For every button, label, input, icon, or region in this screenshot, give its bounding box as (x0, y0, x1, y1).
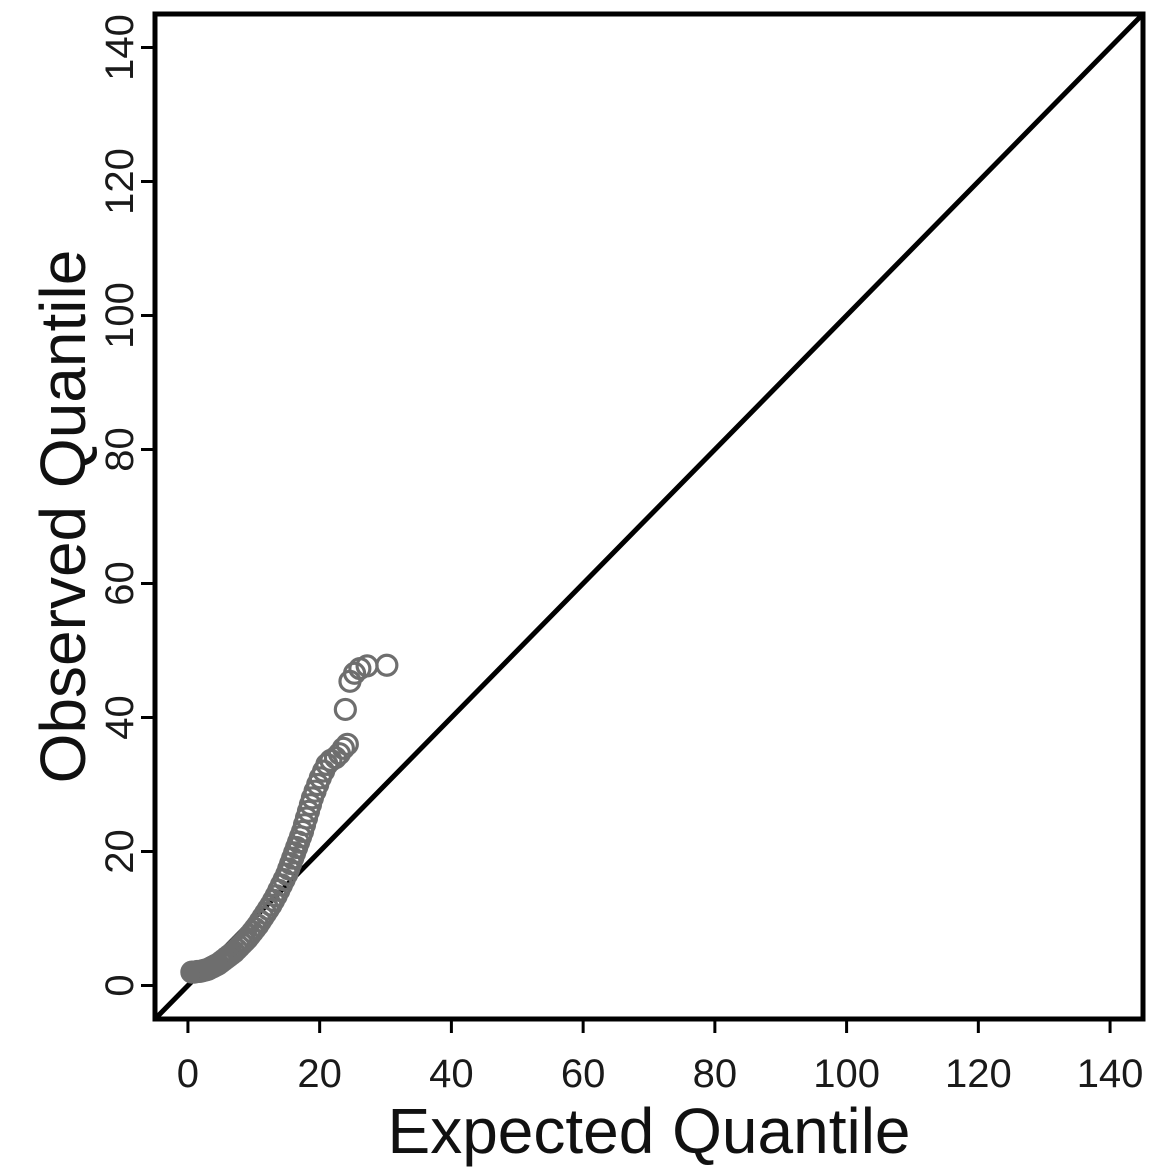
y-tick-label: 140 (98, 14, 142, 81)
x-tick-label: 40 (429, 1052, 474, 1096)
x-tick-label: 120 (945, 1052, 1012, 1096)
y-tick-label: 40 (98, 695, 142, 740)
data-point (333, 697, 357, 722)
points-layer (180, 653, 399, 984)
data-point (331, 736, 355, 760)
y-tick-label: 80 (98, 427, 142, 472)
y-tick-label: 20 (98, 829, 142, 874)
x-axis-title: Expected Quantile (388, 1095, 911, 1167)
data-point (375, 653, 399, 677)
data-point (342, 661, 367, 685)
x-tick-label: 80 (693, 1052, 738, 1096)
y-axis-title: Observed Quantile (27, 250, 99, 784)
y-tick-label: 60 (98, 561, 142, 606)
x-tick-label: 0 (177, 1052, 199, 1096)
y-tick-label: 120 (98, 148, 142, 215)
y-tick-label: 0 (98, 974, 142, 996)
data-point (335, 732, 359, 756)
plot-frame (152, 11, 1146, 1022)
x-tick-label: 140 (1077, 1052, 1144, 1096)
reference-line-layer (153, 12, 1145, 1021)
x-tick-label: 100 (813, 1052, 880, 1096)
x-tick-label: 60 (561, 1052, 606, 1096)
x-axis: 0 20 40 60 80 100 120 140 (177, 1019, 1144, 1096)
y-axis: 0 20 40 60 80 100 120 140 (98, 14, 155, 997)
x-tick-label: 20 (297, 1052, 342, 1096)
reference-line (153, 12, 1145, 1021)
y-tick-label: 100 (98, 282, 142, 349)
